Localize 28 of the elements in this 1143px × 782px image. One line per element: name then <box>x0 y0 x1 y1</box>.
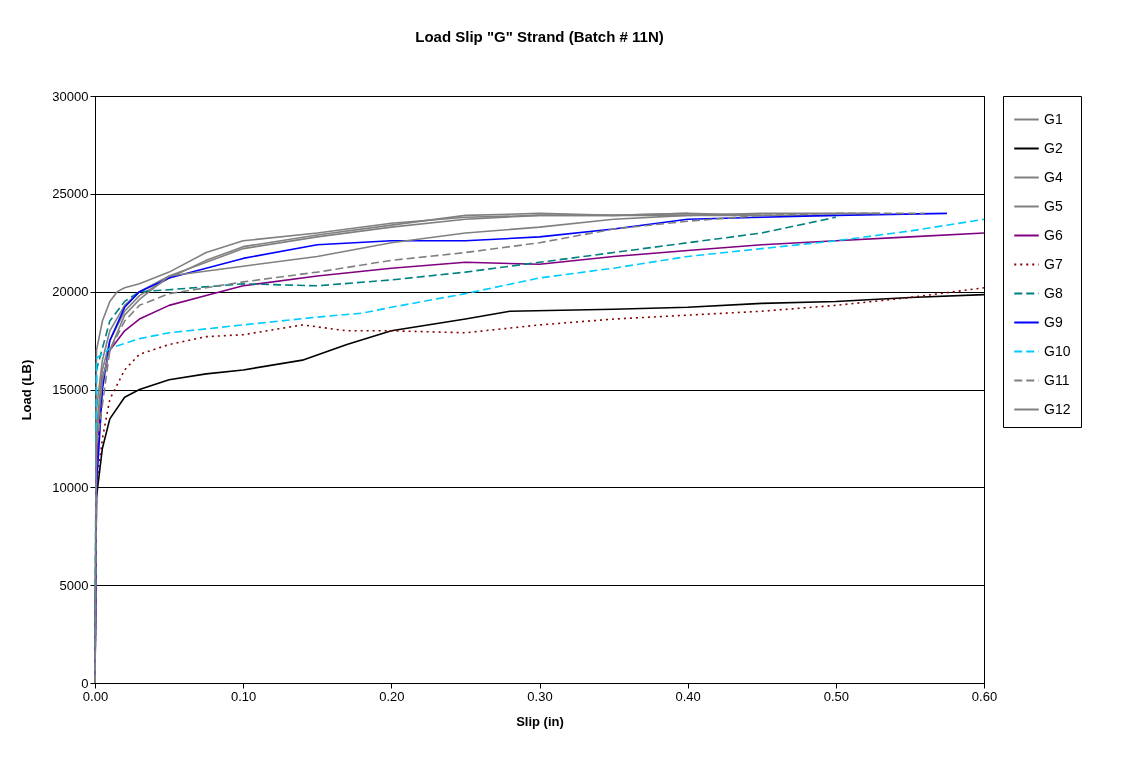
legend-label: G9 <box>1044 313 1063 330</box>
x-tick-label: 0.40 <box>675 688 701 704</box>
y-tick-label: 0 <box>81 675 89 691</box>
x-tick-label: 0.50 <box>823 688 849 704</box>
y-tick-label: 5000 <box>59 577 89 593</box>
y-tick-label: 20000 <box>52 284 89 300</box>
y-tick-label: 25000 <box>52 186 89 202</box>
x-tick-label: 0.00 <box>82 688 109 704</box>
x-tick-label: 0.60 <box>971 688 998 704</box>
y-tick-label: 30000 <box>52 88 89 104</box>
x-tick-label: 0.30 <box>527 688 553 704</box>
legend-label: G7 <box>1044 255 1063 272</box>
y-axis-title: Load (LB) <box>19 359 35 421</box>
x-tick-label: 0.10 <box>231 688 257 704</box>
legend-label: G2 <box>1044 139 1063 156</box>
chart-title: Load Slip "G" Strand (Batch # 11N) <box>415 28 664 45</box>
legend-label: G11 <box>1044 371 1070 388</box>
legend-label: G8 <box>1044 284 1063 301</box>
legend-label: G4 <box>1044 168 1063 185</box>
legend-label: G10 <box>1044 342 1071 359</box>
y-tick-label: 15000 <box>52 382 89 397</box>
legend-label: G1 <box>1044 110 1063 127</box>
legend-label: G5 <box>1044 197 1063 214</box>
legend-label: G6 <box>1044 226 1063 243</box>
legend-label: G12 <box>1044 400 1071 417</box>
x-tick-label: 0.20 <box>379 688 405 704</box>
x-axis-title: Slip (in) <box>516 713 564 729</box>
y-tick-label: 10000 <box>52 479 89 495</box>
